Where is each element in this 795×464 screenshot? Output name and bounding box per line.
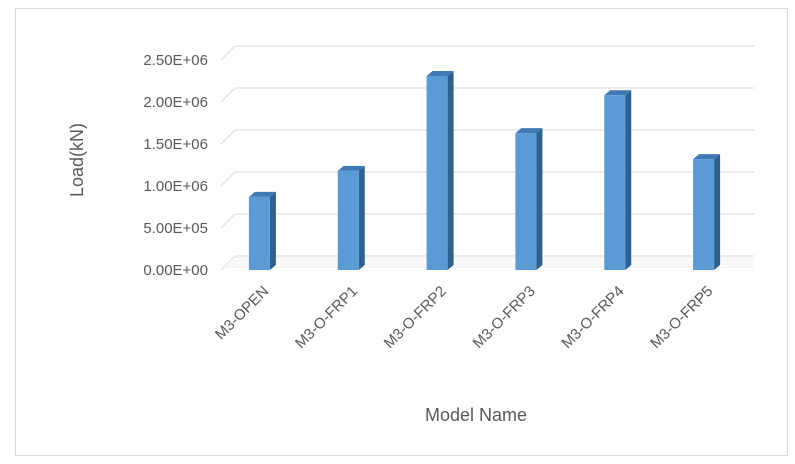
bar-top [604,90,632,96]
bar-side [269,191,276,270]
gridline [220,255,754,271]
bars [248,70,721,271]
gridline [220,213,754,229]
bar [337,165,365,270]
bar-front [515,133,537,270]
bar-top [515,128,543,134]
bar-top [693,154,721,160]
y-tick-label: 0.00E+00 [143,262,208,279]
bar [604,90,632,270]
gridlines [220,45,754,271]
bar [693,154,721,270]
bar-front [337,170,359,270]
x-tick-label: M3-O-FRP3 [470,283,539,352]
bar-top [337,165,365,171]
bar [248,191,276,270]
x-tick-label: M3-O-FRP4 [558,283,627,352]
chart-frame [15,8,788,456]
y-tick-labels: 0.00E+00 5.00E+05 1.00E+06 1.50E+06 2.00E+06… [143,52,208,279]
x-tick-labels: M3-OPEN M3-O-FRP1 M3-O-FRP2 M3-O-FRP3 M3-O-F… [212,283,717,352]
bar-top [248,191,276,197]
x-tick-label: M3-OPEN [212,283,272,343]
y-tick-label: 2.00E+06 [143,94,208,111]
bar-front [604,95,626,270]
bar-front [693,159,715,270]
y-axis-title: Load(kN) [67,123,87,197]
bar-front [426,75,448,271]
x-tick-label: M3-O-FRP5 [647,283,716,352]
y-tick-label: 1.00E+06 [143,178,208,195]
x-tick-label: M3-O-FRP1 [292,283,361,352]
y-tick-label: 1.50E+06 [143,136,208,153]
bar-top [426,70,454,76]
bar-side [714,154,721,270]
gridline [220,45,754,61]
x-axis-title: Model Name [425,405,527,425]
gridline [220,171,754,187]
y-tick-label: 2.50E+06 [143,52,208,69]
y-tick-label: 5.00E+05 [143,220,208,237]
bar-side [536,128,543,270]
bar [426,70,454,271]
gridline [220,129,754,145]
bar [515,128,543,270]
bar-side [358,165,365,270]
gridline [220,87,754,103]
bar-side [447,70,454,271]
bar-side [625,90,632,270]
x-tick-label: M3-O-FRP2 [381,283,450,352]
bar-front [248,196,270,270]
